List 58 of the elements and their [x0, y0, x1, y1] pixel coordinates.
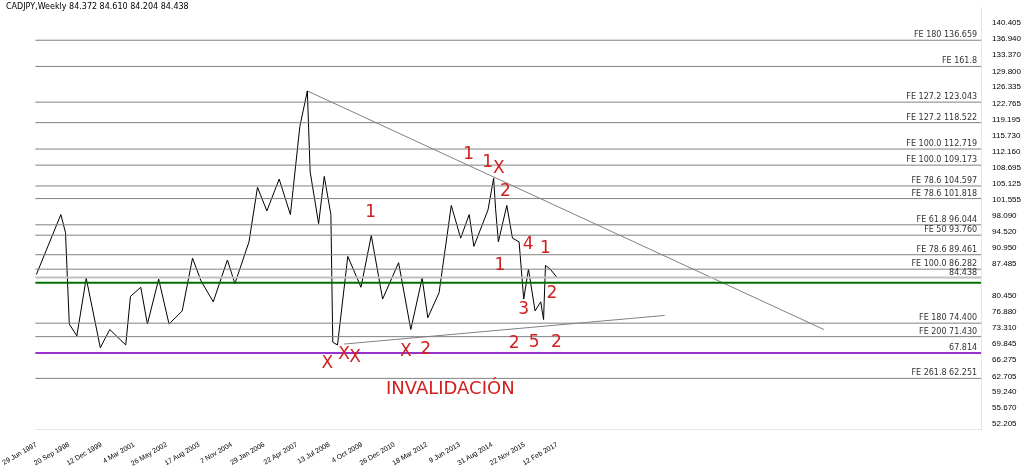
- y-tick-label: 87.485: [992, 258, 1018, 268]
- y-tick-label: 112.160: [992, 146, 1021, 156]
- ref-line-label: FE 200 71.430: [919, 326, 978, 336]
- annotation: X: [492, 157, 505, 178]
- ref-line-label: FE 180 74.400: [919, 313, 978, 323]
- y-tick-label: 126.335: [992, 82, 1022, 92]
- y-tick-label: 66.275: [992, 355, 1018, 365]
- annotation: 1: [494, 254, 506, 275]
- annotation: 2: [499, 179, 511, 200]
- y-tick-label: 115.730: [992, 130, 1021, 140]
- annotation: 4: [522, 233, 534, 254]
- ref-line-label: FE 180 136.659: [913, 30, 978, 40]
- ref-line-label: 67.814: [949, 343, 978, 353]
- y-tick-label: 129.800: [992, 66, 1022, 76]
- y-tick-label: 59.240: [992, 387, 1018, 397]
- ref-line-label: FE 261.8 62.251: [911, 368, 978, 378]
- y-tick-label: 90.950: [992, 243, 1018, 253]
- y-tick-label: 69.845: [992, 339, 1018, 349]
- ref-line-label: FE 61.8 96.044: [916, 214, 978, 224]
- annotation: 1: [539, 237, 551, 258]
- annotation: INVALIDACIÓN: [385, 377, 515, 399]
- y-tick-label: 80.450: [992, 290, 1018, 300]
- annotation: 3: [518, 298, 530, 318]
- annotation: X: [321, 352, 334, 373]
- annotation: 2: [546, 281, 558, 302]
- annotation: 2: [551, 331, 562, 352]
- y-tick-label: 52.205: [992, 419, 1018, 429]
- y-tick-label: 108.695: [992, 162, 1022, 172]
- ref-line-label: FE 50 93.760: [924, 225, 978, 235]
- y-tick-label: 119.195: [992, 114, 1021, 124]
- y-tick-label: 101.555: [992, 194, 1022, 204]
- y-tick-label: 122.765: [992, 98, 1022, 108]
- ref-line-label: FE 78.6 101.818: [911, 188, 978, 198]
- annotation: 5: [528, 331, 540, 352]
- y-tick-label: 105.125: [992, 178, 1022, 188]
- y-tick-label: 140.405: [992, 18, 1022, 28]
- y-tick-label: 94.520: [992, 226, 1018, 236]
- annotation: 1: [463, 143, 475, 164]
- y-tick-label: 98.090: [992, 210, 1018, 220]
- ref-line-label: FE 127.2 118.522: [906, 112, 978, 122]
- y-tick-label: 76.880: [992, 307, 1018, 317]
- y-tick-label: 62.705: [992, 371, 1018, 381]
- ref-line-label: FE 78.6 104.597: [911, 176, 978, 186]
- y-tick-label: 73.310: [992, 323, 1018, 333]
- ref-line-label: FE 100.0 86.282: [911, 259, 978, 269]
- y-tick-label: 133.370: [992, 50, 1022, 60]
- y-tick-label: 136.940: [992, 34, 1022, 44]
- chart-title: CADJPY,Weekly 84.372 84.610 84.204 84.438: [6, 2, 189, 11]
- ref-line-label: 84.438: [949, 267, 978, 277]
- ref-line-label: FE 100.0 109.173: [906, 155, 978, 165]
- ref-line-label: FE 161.8: [941, 56, 978, 66]
- ref-line-label: FE 127.2 123.043: [906, 92, 978, 102]
- ref-line-label: FE 100.0 112.719: [906, 139, 978, 149]
- y-tick-label: 55.670: [992, 403, 1018, 413]
- ref-line-label: FE 78.6 89.461: [916, 244, 978, 254]
- annotation: 1: [365, 200, 377, 221]
- annotation: 1: [482, 150, 494, 171]
- annotation: 2: [508, 332, 520, 353]
